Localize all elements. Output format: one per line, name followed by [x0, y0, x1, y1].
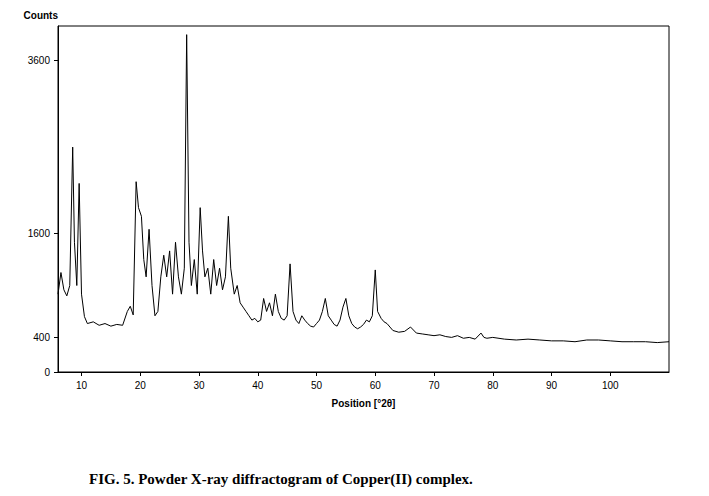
svg-text:90: 90	[546, 380, 558, 391]
svg-text:3600: 3600	[28, 55, 51, 66]
svg-text:30: 30	[193, 380, 205, 391]
svg-text:70: 70	[428, 380, 440, 391]
svg-text:Position [°2θ]: Position [°2θ]	[332, 398, 396, 409]
svg-text:80: 80	[487, 380, 499, 391]
svg-text:0: 0	[44, 367, 50, 378]
svg-text:40: 40	[252, 380, 264, 391]
svg-text:400: 400	[33, 332, 50, 343]
svg-text:10: 10	[76, 380, 88, 391]
svg-text:100: 100	[602, 380, 619, 391]
svg-text:50: 50	[311, 380, 323, 391]
svg-text:1600: 1600	[28, 228, 51, 239]
svg-text:60: 60	[370, 380, 382, 391]
svg-text:FIG. 5. Powder X-ray diffracto: FIG. 5. Powder X-ray diffractogram of Co…	[89, 471, 473, 488]
svg-text:Counts: Counts	[24, 10, 59, 21]
svg-text:20: 20	[135, 380, 147, 391]
